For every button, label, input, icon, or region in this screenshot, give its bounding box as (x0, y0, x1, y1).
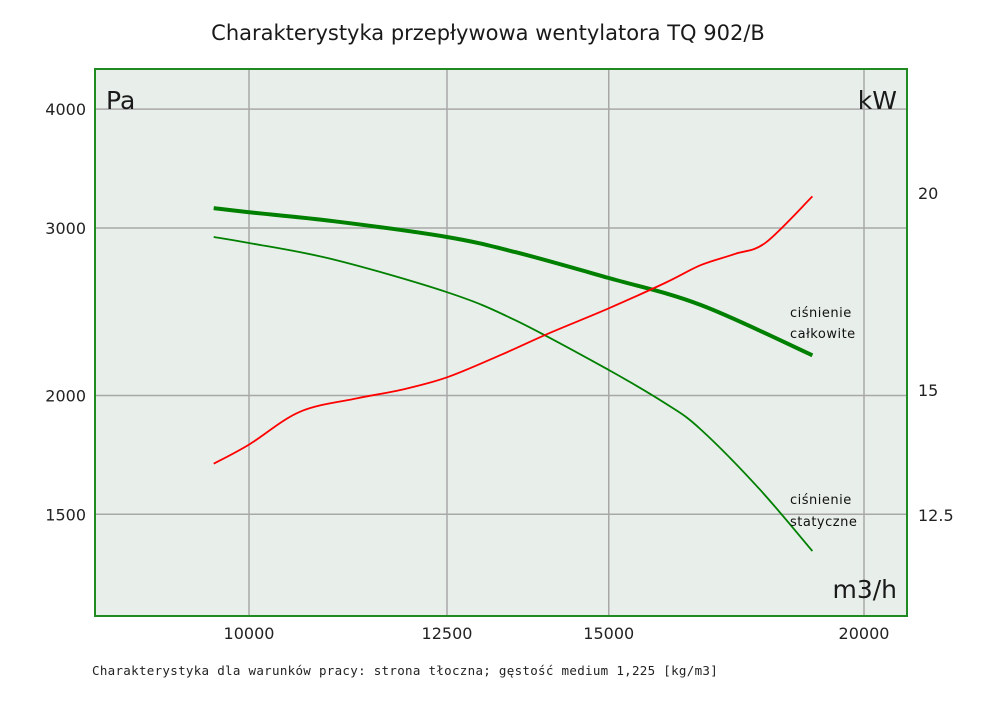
series-line-power (213, 195, 814, 465)
series-label-total: ciśnienie całkowite (790, 306, 856, 342)
y-left-tick-label: 2000 (45, 386, 86, 405)
plot-frame (94, 68, 908, 617)
x-tick-label: 15000 (583, 624, 634, 643)
y-left-tick-label: 1500 (45, 505, 86, 524)
y-right-tick-label: 12.5 (918, 506, 954, 525)
plot-area (95, 69, 907, 616)
y-right-tick-label: 15 (918, 381, 938, 400)
series-label-static: ciśnienie statyczne (790, 493, 857, 530)
y-left-tick-label: 4000 (45, 100, 86, 119)
x-tick-label: 10000 (224, 624, 275, 643)
y-left-tick-label: 3000 (45, 219, 86, 238)
label-total-line1: ciśnienie (790, 306, 852, 321)
label-total-line2: całkowite (790, 327, 856, 342)
series-line-static-pressure (213, 236, 814, 552)
x-tick-label: 12500 (422, 624, 473, 643)
series-line-total-pressure (213, 206, 814, 358)
grid (95, 69, 907, 616)
y-left-tick-labels: 4000 3000 2000 1500 (45, 100, 86, 524)
y-right-tick-labels: 20 15 12.5 (918, 184, 954, 525)
x-unit-label: m3/h (832, 575, 897, 604)
label-static-line1: ciśnienie (790, 493, 852, 508)
x-tick-label: 20000 (839, 624, 890, 643)
x-tick-labels: 10000 12500 15000 20000 (224, 624, 890, 643)
chart-footnote: Charakterystyka dla warunków pracy: stro… (92, 663, 718, 678)
label-static-line2: statyczne (790, 515, 857, 530)
y-left-unit-label: Pa (106, 86, 135, 115)
y-right-tick-label: 20 (918, 184, 938, 203)
chart-title: Charakterystyka przepływowa wentylatora … (211, 21, 765, 45)
series-group (213, 195, 814, 552)
y-right-unit-label: kW (858, 86, 897, 115)
